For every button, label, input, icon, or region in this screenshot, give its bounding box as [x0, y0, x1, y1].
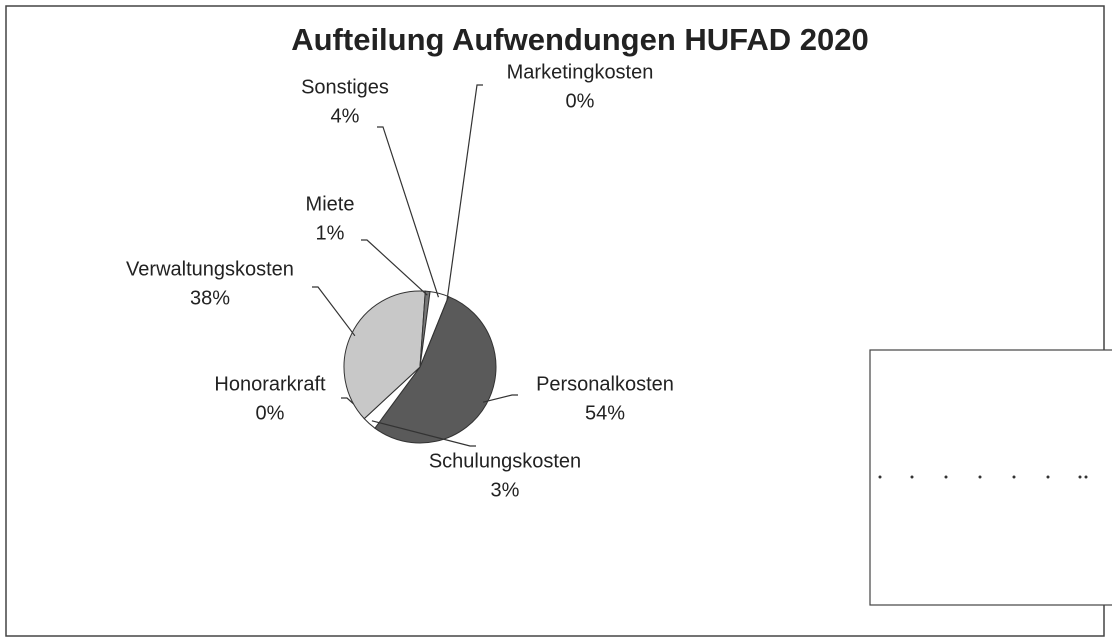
- leader-line: [371, 420, 476, 447]
- slice-label: Personalkosten: [536, 373, 674, 395]
- slice-value-label: 1%: [316, 222, 345, 244]
- pie-slice: [343, 290, 426, 420]
- slice-label: Miete: [306, 193, 355, 215]
- legend-box: [869, 349, 1112, 606]
- slice-value-label: 0%: [256, 402, 285, 424]
- slice-label: Marketingkosten: [507, 61, 654, 83]
- slice-label: Verwaltungskosten: [126, 258, 294, 280]
- pie-slice: [419, 296, 449, 368]
- leader-line: [446, 84, 483, 301]
- slice-value-label: 0%: [566, 90, 595, 112]
- legend-dots: [878, 475, 1088, 479]
- chart-frame: [5, 5, 1105, 637]
- chart-title: Aufteilung Aufwendungen HUFAD 2020: [291, 22, 869, 57]
- pie-slice: [374, 295, 497, 444]
- slice-value-label: 3%: [491, 479, 520, 501]
- slice-value-label: 38%: [190, 287, 230, 309]
- leader-line: [482, 394, 518, 403]
- slice-label: Honorarkraft: [214, 373, 326, 395]
- leader-line: [312, 286, 356, 337]
- leader-line: [377, 126, 440, 298]
- slice-label: Sonstiges: [301, 76, 389, 98]
- slice-label: Schulungskosten: [429, 450, 581, 472]
- slice-value-label: 54%: [585, 402, 625, 424]
- leader-line: [361, 239, 428, 296]
- slice-value-label: 4%: [331, 105, 360, 127]
